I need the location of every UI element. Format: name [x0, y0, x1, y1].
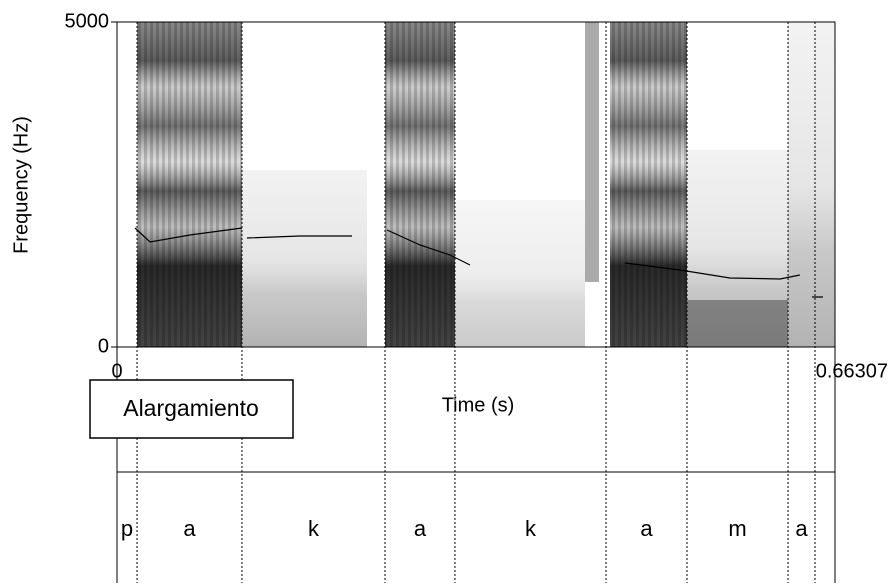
tier-label: a: [414, 516, 427, 541]
x-tick-label: 0: [111, 360, 122, 382]
tier-label: a: [640, 516, 653, 541]
y-tick-label: 5000: [65, 10, 110, 32]
tier-label: a: [795, 516, 808, 541]
tier-label: p: [121, 516, 133, 541]
tier-label: a: [183, 516, 196, 541]
y-axis-title: Frequency (Hz): [10, 116, 32, 254]
tier-label: k: [308, 516, 320, 541]
y-tick-label: 0: [98, 335, 109, 357]
tier-label: k: [525, 516, 537, 541]
chart: Time (s) Frequency (Hz) 0 5000 0 0.66307 p a k…: [0, 0, 890, 583]
annotation: Alargamiento: [123, 395, 259, 421]
x-axis-title: Time (s): [442, 394, 515, 416]
x-tick-label: 0.66307: [816, 360, 888, 382]
tier-label: m: [728, 516, 746, 541]
